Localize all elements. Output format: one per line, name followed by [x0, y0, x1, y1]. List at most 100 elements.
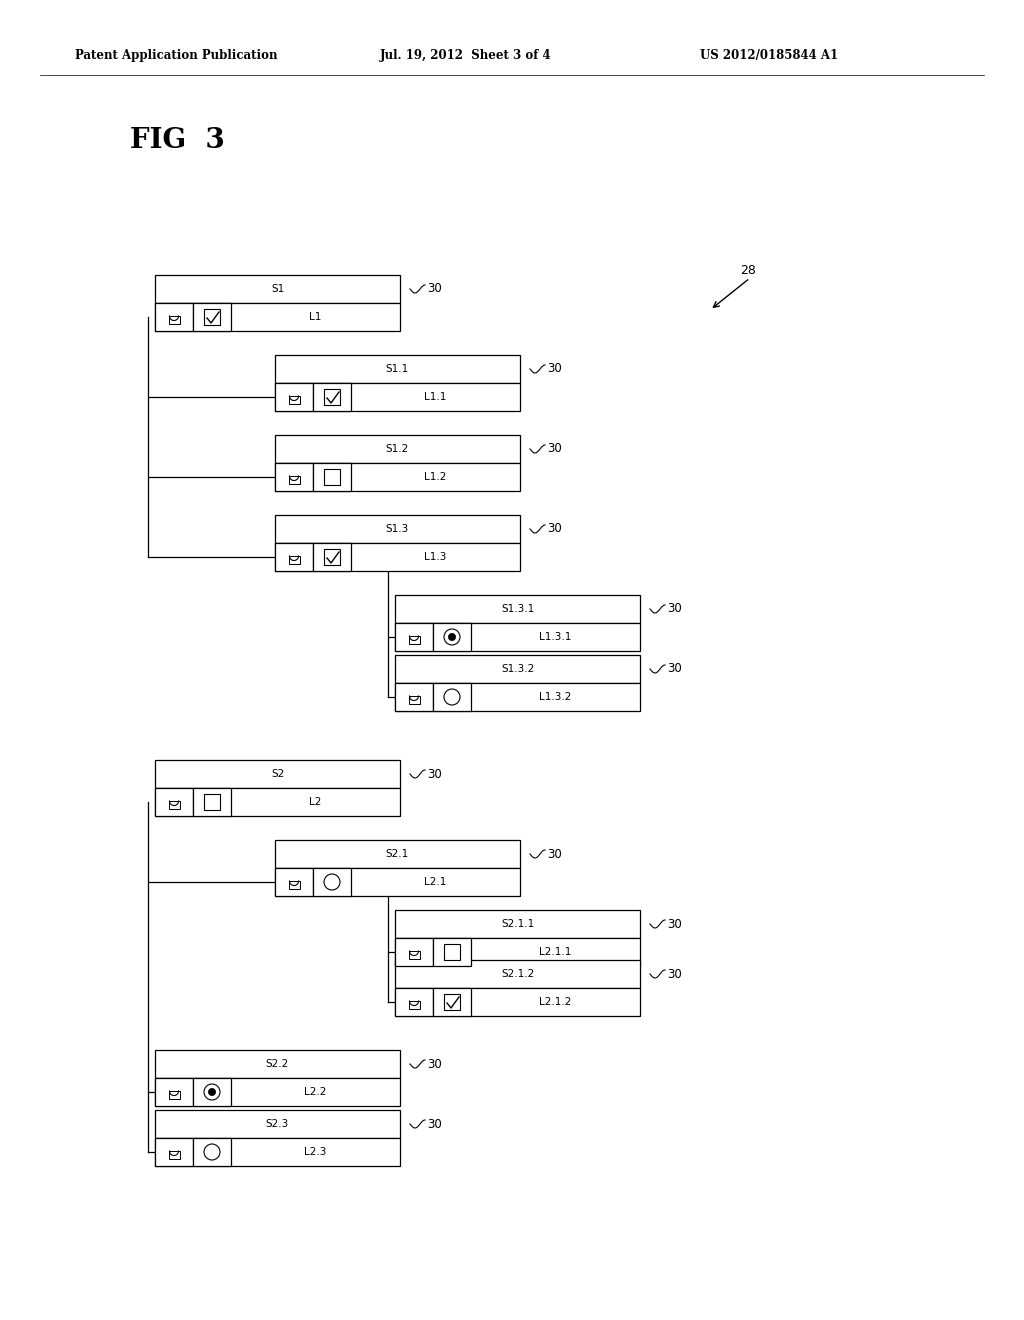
Text: S1.3.2: S1.3.2 [501, 664, 535, 675]
Bar [275, 463, 520, 491]
Bar [395, 960, 640, 987]
Bar [155, 1078, 193, 1106]
Bar [444, 944, 460, 960]
Text: 30: 30 [547, 442, 562, 455]
Bar [275, 515, 520, 543]
Bar [275, 436, 520, 463]
Text: L2.1.2: L2.1.2 [540, 997, 571, 1007]
Bar [193, 1078, 231, 1106]
Bar [169, 315, 179, 323]
Bar [409, 696, 420, 704]
Text: 30: 30 [427, 282, 441, 296]
Bar [155, 304, 400, 331]
Text: Jul. 19, 2012  Sheet 3 of 4: Jul. 19, 2012 Sheet 3 of 4 [380, 49, 552, 62]
Bar [155, 275, 400, 304]
Bar [275, 383, 313, 411]
Text: S1.2: S1.2 [386, 444, 410, 454]
Bar [395, 939, 433, 966]
Bar [204, 795, 220, 810]
Bar [155, 304, 193, 331]
Bar [409, 950, 420, 960]
Bar [155, 1138, 400, 1166]
Bar [275, 869, 520, 896]
Text: L2.1: L2.1 [424, 876, 446, 887]
Circle shape [204, 1084, 220, 1100]
Text: S1.1: S1.1 [386, 364, 410, 374]
Text: S1: S1 [271, 284, 284, 294]
Bar [169, 1151, 179, 1159]
Bar [193, 788, 231, 816]
Bar [155, 1078, 400, 1106]
Bar [395, 987, 640, 1016]
Circle shape [444, 630, 460, 645]
Bar [433, 987, 471, 1016]
Bar [155, 1138, 193, 1166]
Bar [169, 1092, 179, 1100]
Text: L1.2: L1.2 [424, 473, 446, 482]
Text: 30: 30 [427, 1118, 441, 1130]
Text: Patent Application Publication: Patent Application Publication [75, 49, 278, 62]
Text: L2.1.1: L2.1.1 [540, 946, 571, 957]
Bar [395, 909, 640, 939]
Bar [275, 543, 520, 572]
Text: S1.3: S1.3 [386, 524, 410, 535]
Text: L2: L2 [309, 797, 322, 807]
Text: S1.3.1: S1.3.1 [501, 605, 535, 614]
Bar [289, 556, 299, 564]
Text: L1.3.1: L1.3.1 [540, 632, 571, 642]
Text: 30: 30 [427, 1057, 441, 1071]
Text: FIG  3: FIG 3 [130, 127, 224, 153]
Text: S2.1: S2.1 [386, 849, 410, 859]
Text: 30: 30 [667, 602, 682, 615]
Circle shape [324, 874, 340, 890]
Text: S2.1.2: S2.1.2 [501, 969, 535, 979]
Bar [395, 682, 640, 711]
Bar [275, 543, 313, 572]
Bar [289, 396, 299, 404]
Bar [395, 595, 640, 623]
Bar [324, 469, 340, 484]
Bar [204, 309, 220, 325]
Bar [395, 682, 433, 711]
Bar [275, 840, 520, 869]
Bar [313, 543, 351, 572]
Bar [155, 1110, 400, 1138]
Bar [155, 788, 400, 816]
Bar [324, 549, 340, 565]
Bar [289, 880, 299, 888]
Bar [433, 623, 471, 651]
Bar [313, 463, 351, 491]
Bar [289, 477, 299, 484]
Bar [275, 355, 520, 383]
Bar [409, 636, 420, 644]
Text: 30: 30 [547, 363, 562, 375]
Bar [324, 389, 340, 405]
Text: L1: L1 [309, 312, 322, 322]
Circle shape [449, 634, 456, 640]
Bar [193, 1138, 231, 1166]
Bar [275, 383, 520, 411]
Text: 30: 30 [667, 968, 682, 981]
Text: S2.2: S2.2 [266, 1059, 289, 1069]
Bar [169, 801, 179, 809]
Text: US 2012/0185844 A1: US 2012/0185844 A1 [700, 49, 838, 62]
Bar [313, 383, 351, 411]
Text: L2.2: L2.2 [304, 1086, 327, 1097]
Bar [433, 939, 471, 966]
Text: 30: 30 [547, 523, 562, 536]
Text: 30: 30 [667, 663, 682, 676]
Bar [395, 623, 640, 651]
Circle shape [444, 689, 460, 705]
Bar [313, 869, 351, 896]
Bar [395, 987, 433, 1016]
Text: L1.1: L1.1 [424, 392, 446, 403]
Text: L1.3: L1.3 [424, 552, 446, 562]
Bar [395, 623, 433, 651]
Text: 30: 30 [667, 917, 682, 931]
Bar [444, 994, 460, 1010]
Circle shape [204, 1144, 220, 1160]
Bar [275, 463, 313, 491]
Bar [155, 788, 193, 816]
Text: S2.1.1: S2.1.1 [501, 919, 535, 929]
Bar [193, 304, 231, 331]
